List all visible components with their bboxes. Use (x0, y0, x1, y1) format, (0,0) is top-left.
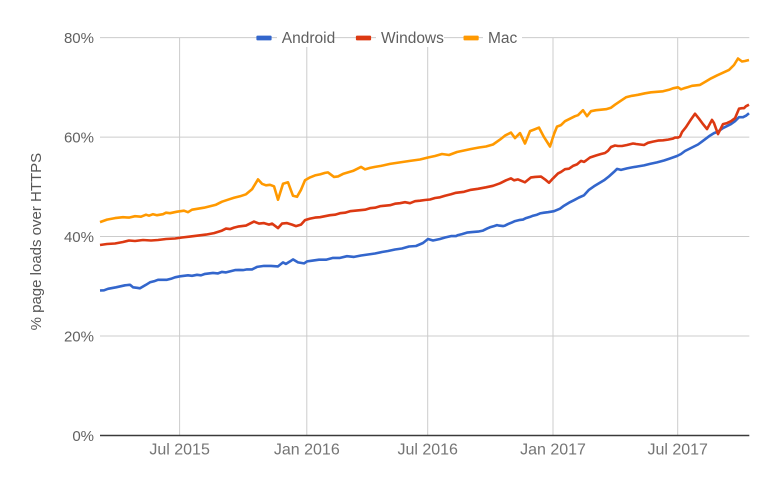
svg-text:60%: 60% (64, 130, 94, 147)
svg-text:40%: 40% (64, 229, 94, 246)
svg-text:Jul 2016: Jul 2016 (397, 442, 458, 459)
svg-text:Jul 2015: Jul 2015 (149, 442, 210, 459)
svg-text:Jan 2017: Jan 2017 (520, 442, 586, 459)
svg-text:80%: 80% (64, 30, 94, 47)
svg-text:0%: 0% (72, 428, 94, 445)
svg-text:Mac: Mac (488, 30, 518, 47)
svg-text:Jul 2017: Jul 2017 (647, 442, 708, 459)
svg-text:Jan 2016: Jan 2016 (274, 442, 340, 459)
svg-text:20%: 20% (64, 329, 94, 346)
svg-text:% page loads over HTTPS: % page loads over HTTPS (28, 153, 45, 331)
svg-text:Android: Android (282, 30, 335, 47)
svg-text:Windows: Windows (381, 30, 444, 47)
